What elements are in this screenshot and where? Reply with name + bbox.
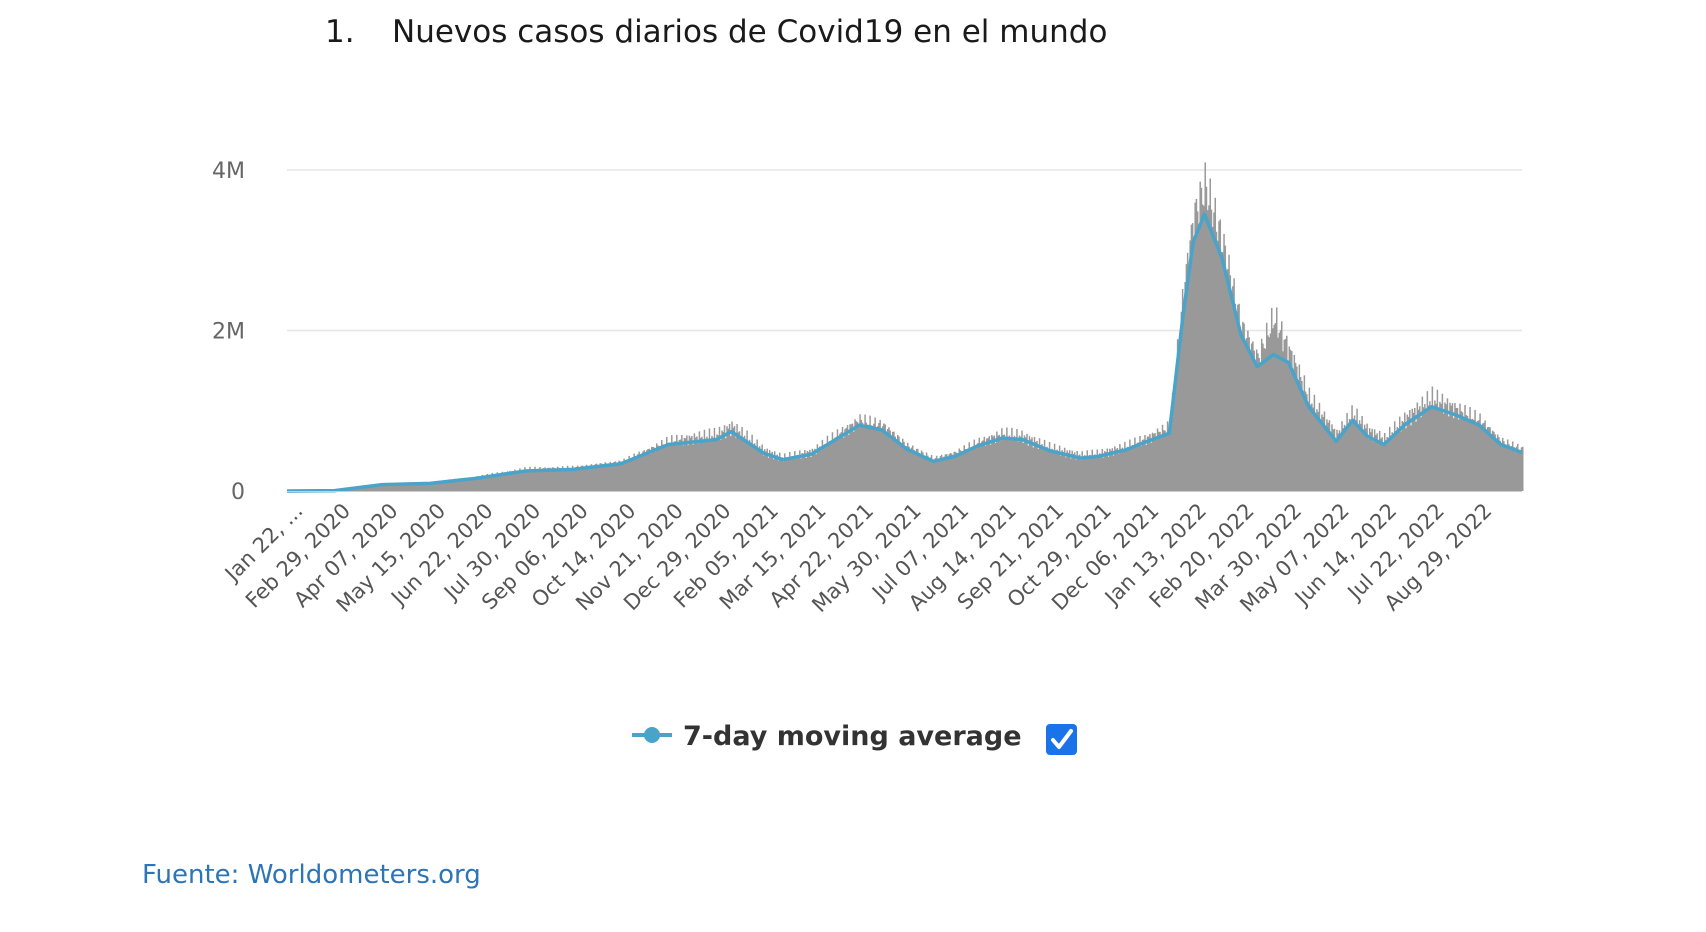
source-link[interactable]: Fuente: Worldometers.org (142, 860, 481, 890)
page-title: 1. Nuevos casos diarios de Covid19 en el … (325, 14, 1107, 50)
legend-checkbox[interactable] (1046, 724, 1077, 755)
moving-average-line (286, 212, 1523, 493)
grid-lines (287, 169, 1522, 332)
title-text: Nuevos casos diarios de Covid19 en el mu… (392, 14, 1108, 50)
y-axis-ticks: 0 2M 4M (212, 159, 245, 505)
legend-label: 7-day moving average (683, 721, 1022, 752)
y-tick-label: 4M (212, 159, 245, 184)
title-number: 1. (325, 14, 355, 50)
y-tick-label: 2M (212, 320, 245, 345)
legend[interactable]: 7-day moving average (632, 721, 1077, 755)
y-tick-label: 0 (231, 480, 245, 505)
legend-marker-icon (644, 727, 660, 743)
daily-cases-bars (287, 162, 1524, 491)
checkmark-icon (1051, 729, 1073, 749)
